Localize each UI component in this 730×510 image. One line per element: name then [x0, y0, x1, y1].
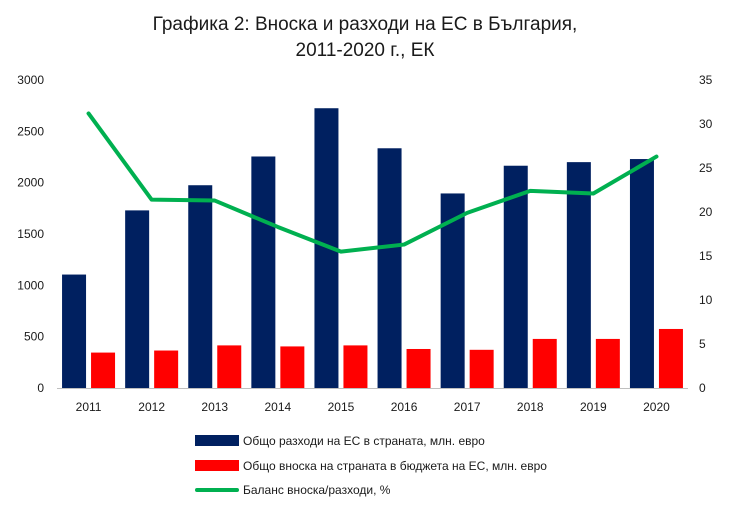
left-axis-tick-label: 2500	[17, 124, 44, 138]
balance-line	[86, 111, 659, 254]
x-axis-tick-label: 2019	[580, 400, 607, 414]
contribution-bar	[469, 349, 494, 388]
contribution-bar	[91, 352, 116, 388]
contribution-bar	[406, 348, 431, 388]
right-axis-ticks: 0 5 10 15 20 25 30 35	[699, 73, 713, 395]
contribution-bar	[280, 346, 305, 388]
x-axis-tick-label: 2016	[391, 400, 418, 414]
right-axis-tick-label: 30	[699, 117, 713, 131]
x-axis-tick-label: 2018	[517, 400, 544, 414]
left-axis-ticks: 0 500 1000 1500 2000 2500 3000	[17, 73, 44, 395]
legend: Общо разходи на ЕС в страната, млн. евро…	[195, 434, 547, 497]
left-axis-tick-label: 2000	[17, 176, 44, 190]
left-axis-tick-label: 500	[24, 330, 44, 344]
x-axis-tick-label: 2014	[264, 400, 291, 414]
chart-title-line-2: 2011-2020 г., ЕК	[296, 40, 435, 61]
eu-spending-bar	[629, 159, 654, 388]
bars	[62, 108, 683, 388]
contribution-bar	[343, 345, 368, 388]
legend-swatch-eu-spending	[195, 435, 239, 446]
left-axis-tick-label: 1000	[17, 278, 44, 292]
right-axis-tick-label: 10	[699, 293, 713, 307]
contribution-bar	[595, 338, 620, 388]
legend-label: Общо разходи на ЕС в страната, млн. евро	[243, 434, 485, 448]
legend-label: Общо вноска на страната в бюджета на ЕС,…	[243, 459, 547, 473]
contribution-bar	[154, 350, 179, 388]
eu-spending-bar	[188, 185, 213, 388]
right-axis-tick-label: 5	[699, 337, 706, 351]
legend-swatch-contribution	[195, 460, 239, 471]
x-axis-tick-label: 2015	[328, 400, 355, 414]
contribution-bar	[532, 338, 557, 388]
x-axis-ticks: 2011 2012 2013 2014 2015 2016 2017 2018 2019 2020	[76, 400, 670, 414]
x-axis-tick-label: 2017	[454, 400, 481, 414]
left-axis-tick-label: 0	[37, 381, 44, 395]
right-axis-tick-label: 35	[699, 73, 713, 87]
balance-line-series	[86, 111, 659, 254]
legend-label: Баланс вноска/разходи, %	[243, 483, 391, 497]
right-axis-tick-label: 20	[699, 205, 713, 219]
eu-spending-bar	[251, 156, 276, 388]
chart-title-line-1: Графика 2: Вноска и разходи на ЕС в Бълг…	[153, 14, 578, 35]
eu-spending-bar	[566, 162, 591, 388]
x-axis-tick-label: 2013	[201, 400, 228, 414]
eu-spending-bar	[62, 274, 87, 388]
contribution-bar	[217, 345, 242, 388]
right-axis-tick-label: 25	[699, 161, 713, 175]
x-axis-tick-label: 2011	[76, 400, 102, 414]
right-axis-tick-label: 15	[699, 249, 713, 263]
contribution-bar	[658, 328, 683, 388]
left-axis-tick-label: 3000	[17, 73, 44, 87]
x-axis-tick-label: 2012	[138, 400, 165, 414]
eu-spending-bar	[503, 165, 528, 388]
right-axis-tick-label: 0	[699, 381, 706, 395]
left-axis-tick-label: 1500	[17, 227, 44, 241]
eu-spending-bar	[377, 148, 402, 388]
eu-spending-bar	[125, 210, 150, 388]
x-axis-tick-label: 2020	[643, 400, 670, 414]
